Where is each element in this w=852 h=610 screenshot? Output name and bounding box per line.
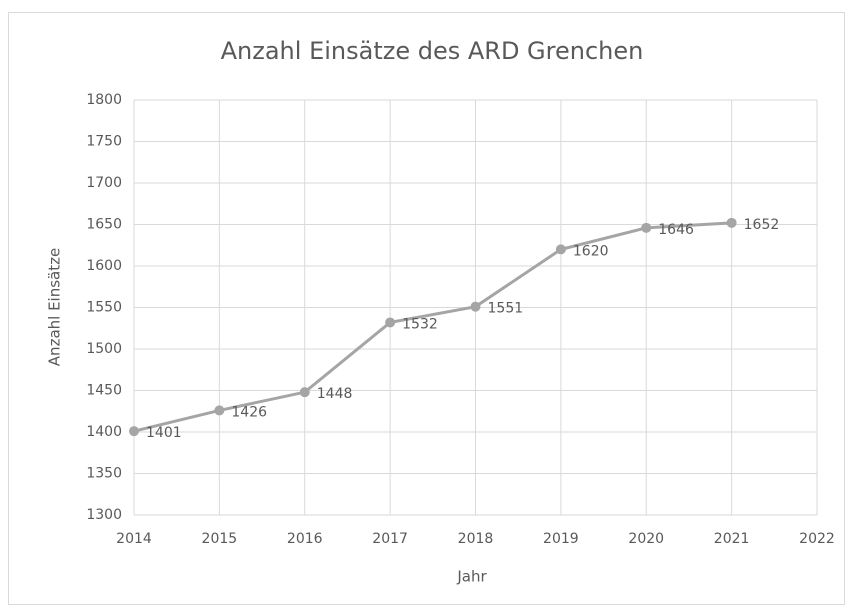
x-tick-label: 2014: [116, 531, 152, 547]
chart-frame: [8, 12, 845, 605]
x-tick-label: 2021: [714, 531, 750, 547]
x-tick-label: 2017: [372, 531, 408, 547]
y-tick-label: 1350: [86, 466, 122, 482]
y-tick-label: 1800: [86, 92, 122, 108]
x-tick-label: 2022: [799, 531, 835, 547]
chart-title: Anzahl Einsätze des ARD Grenchen: [221, 37, 644, 65]
data-label: 1401: [146, 425, 182, 441]
data-line: [133, 221, 732, 433]
data-label: 1532: [402, 316, 438, 332]
data-label: 1652: [744, 217, 780, 233]
y-tick-label: 1450: [86, 383, 122, 399]
x-axis-label: Jahr: [456, 568, 487, 586]
x-tick-label: 2020: [628, 531, 664, 547]
data-point: [555, 244, 566, 255]
y-tick-label: 1750: [86, 134, 122, 150]
y-tick-label: 1600: [86, 258, 122, 274]
y-tick-label: 1700: [86, 175, 122, 191]
y-tick-label: 1400: [86, 424, 122, 440]
data-point: [470, 301, 481, 312]
data-label: 1426: [231, 404, 267, 420]
x-tick-label: 2019: [543, 531, 579, 547]
data-point: [726, 217, 737, 228]
data-point: [385, 317, 396, 328]
x-tick-label: 2015: [202, 531, 238, 547]
data-label: 1551: [488, 301, 524, 317]
y-tick-label: 1300: [86, 507, 122, 523]
y-tick-label: 1500: [86, 341, 122, 357]
y-axis-label: Anzahl Einsätze: [46, 248, 64, 366]
data-label: 1448: [317, 386, 353, 402]
data-label: 1620: [573, 243, 609, 259]
x-tick-label: 2018: [458, 531, 494, 547]
data-label: 1646: [658, 222, 694, 238]
data-point: [641, 222, 652, 233]
y-tick-label: 1550: [86, 300, 122, 316]
data-point: [129, 426, 139, 437]
data-point: [299, 387, 310, 398]
y-tick-label: 1650: [86, 217, 122, 233]
data-point: [214, 405, 225, 416]
x-tick-label: 2016: [287, 531, 323, 547]
